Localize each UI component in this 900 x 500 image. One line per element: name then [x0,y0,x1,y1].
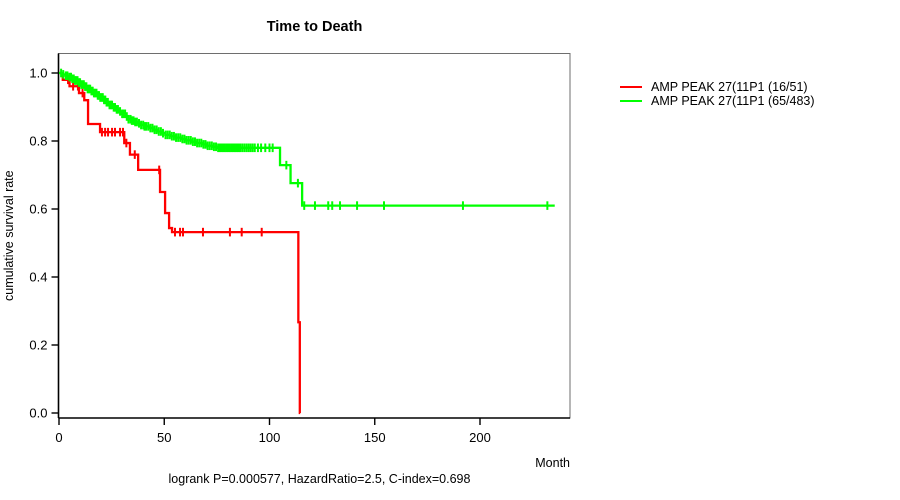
x-axis-unit-label: Month [535,456,570,470]
km-censor-marks-1 [60,68,549,210]
x-axis-ticks: 0 50 100 150 200 [55,418,491,445]
chart-title: Time to Death [266,19,363,35]
axis-lines [57,53,570,419]
svg-text:0.0: 0.0 [29,406,47,421]
svg-text:100: 100 [259,430,281,445]
legend-label-red: AMP PEAK 27(11P1 (16/51) [651,80,808,94]
km-curve-1 [59,71,555,207]
legend-label-green: AMP PEAK 27(11P1 (65/483) [651,94,815,108]
legend-item-green: AMP PEAK 27(11P1 (65/483) [620,94,815,108]
svg-text:0.8: 0.8 [29,134,47,149]
svg-text:1.0: 1.0 [29,66,47,81]
stats-caption: logrank P=0.000577, HazardRatio=2.5, C-i… [168,472,471,486]
svg-text:0.6: 0.6 [29,202,47,217]
svg-text:0.2: 0.2 [29,338,47,353]
km-curve-0 [59,71,301,415]
plot-box [58,53,571,419]
svg-text:0.4: 0.4 [29,270,47,285]
svg-text:150: 150 [364,430,386,445]
legend: AMP PEAK 27(11P1 (16/51) AMP PEAK 27(11P… [620,80,815,108]
legend-item-red: AMP PEAK 27(11P1 (16/51) [620,80,815,94]
svg-text:50: 50 [157,430,171,445]
legend-line-red [620,85,642,89]
km-censor-marks-0 [67,75,263,237]
svg-text:200: 200 [469,430,491,445]
svg-text:0: 0 [55,430,62,445]
legend-line-green [620,99,642,103]
y-axis-ticks: 1.0 0.8 0.6 0.4 0.2 0.0 [29,66,59,421]
